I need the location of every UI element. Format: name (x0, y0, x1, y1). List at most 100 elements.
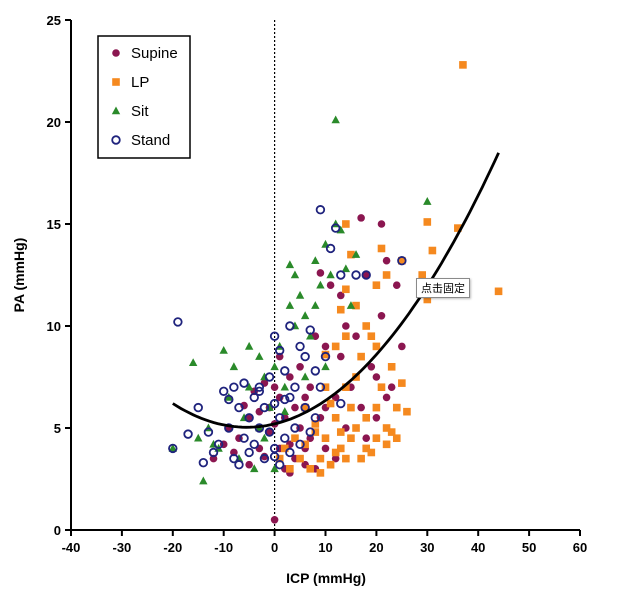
point-stand (229, 382, 239, 392)
point-lp (342, 220, 350, 228)
point-lp (367, 448, 376, 457)
point-lp (403, 407, 411, 416)
point-stand (224, 423, 234, 433)
point-supine (255, 407, 264, 416)
point-stand (254, 386, 265, 396)
point-lp (377, 383, 386, 391)
point-lp (362, 322, 371, 330)
point-stand (259, 402, 270, 413)
point-lp (423, 295, 432, 304)
fit-curve (172, 152, 500, 429)
legend-marker-supine (112, 49, 120, 57)
fit-curve-layer (172, 152, 500, 429)
point-sit (300, 311, 310, 320)
y-tick-label: 0 (54, 523, 61, 538)
point-stand (397, 256, 407, 266)
legend-label-supine: Supine (131, 45, 178, 62)
point-stand (234, 402, 244, 413)
point-stand (280, 394, 290, 405)
point-stand (295, 439, 305, 450)
point-lp (392, 434, 401, 442)
point-lp (372, 342, 381, 351)
pin-tooltip[interactable]: 点击固定 (416, 278, 470, 298)
point-lp (347, 434, 355, 442)
x-tick-label: -40 (62, 540, 81, 555)
point-lp (336, 428, 345, 436)
point-sit (194, 433, 203, 442)
x-tick-label: 0 (271, 540, 278, 555)
x-axis-title: ICP (mmHg) (286, 570, 366, 586)
point-stand (361, 270, 371, 280)
point-supine (270, 516, 279, 524)
point-sit (300, 372, 310, 381)
point-sit (306, 331, 315, 340)
point-supine (336, 291, 345, 300)
point-supine (326, 281, 335, 290)
point-lp (362, 414, 371, 422)
point-stand (249, 439, 259, 450)
point-stand (274, 345, 285, 356)
point-stand (239, 378, 249, 388)
point-supine (306, 383, 315, 392)
point-supine (296, 363, 304, 371)
y-tick-label: 10 (47, 319, 61, 334)
point-sit (341, 264, 351, 273)
point-sit (219, 345, 228, 354)
point-lp (377, 244, 386, 253)
y-tick-label: 25 (47, 13, 61, 28)
point-lp (372, 281, 381, 289)
point-stand (330, 223, 341, 233)
point-lp (392, 403, 401, 412)
point-lp (336, 305, 345, 314)
point-sit (321, 362, 330, 371)
point-stand (168, 443, 178, 454)
point-stand (229, 453, 239, 464)
point-lp (347, 403, 355, 412)
point-lp (301, 440, 309, 449)
point-sit (255, 352, 264, 360)
point-supine (301, 393, 309, 402)
x-tick-label: 50 (522, 540, 536, 555)
point-stand (315, 205, 326, 215)
point-supine (357, 214, 365, 222)
point-stand (305, 325, 315, 335)
point-lp (423, 218, 432, 226)
point-lp (352, 424, 360, 432)
point-stand (259, 453, 270, 464)
point-supine (392, 281, 401, 290)
point-sit (244, 382, 254, 391)
point-lp (311, 428, 320, 436)
point-lp (286, 465, 294, 473)
point-sit (295, 290, 305, 299)
point-stand (244, 447, 254, 458)
point-stand (254, 382, 265, 392)
point-supine (377, 220, 386, 228)
point-stand (310, 366, 321, 376)
legend-label-stand: Stand (131, 132, 170, 149)
point-lp (454, 224, 462, 232)
point-lp (316, 469, 325, 477)
y-tick-label: 20 (47, 115, 61, 130)
point-stand (269, 398, 280, 409)
point-lp (331, 342, 340, 351)
x-tick-label: 60 (573, 540, 587, 555)
point-sit (168, 443, 177, 452)
point-stand (325, 243, 336, 254)
y-tick-label: 5 (54, 421, 61, 436)
point-stand (336, 270, 346, 280)
point-stand (290, 382, 300, 392)
point-lp (301, 403, 309, 412)
x-tick-label: 20 (369, 540, 383, 555)
point-lp (321, 350, 330, 359)
point-stand (290, 423, 300, 433)
point-lp (398, 379, 406, 387)
point-lp (418, 271, 427, 279)
point-lp (331, 448, 340, 457)
x-tick-label: -30 (113, 540, 132, 555)
point-lp (321, 434, 330, 442)
point-stand (198, 457, 209, 468)
point-lp (459, 61, 467, 69)
point-supine (291, 403, 299, 412)
point-lp (352, 301, 360, 310)
point-lp (387, 363, 396, 371)
